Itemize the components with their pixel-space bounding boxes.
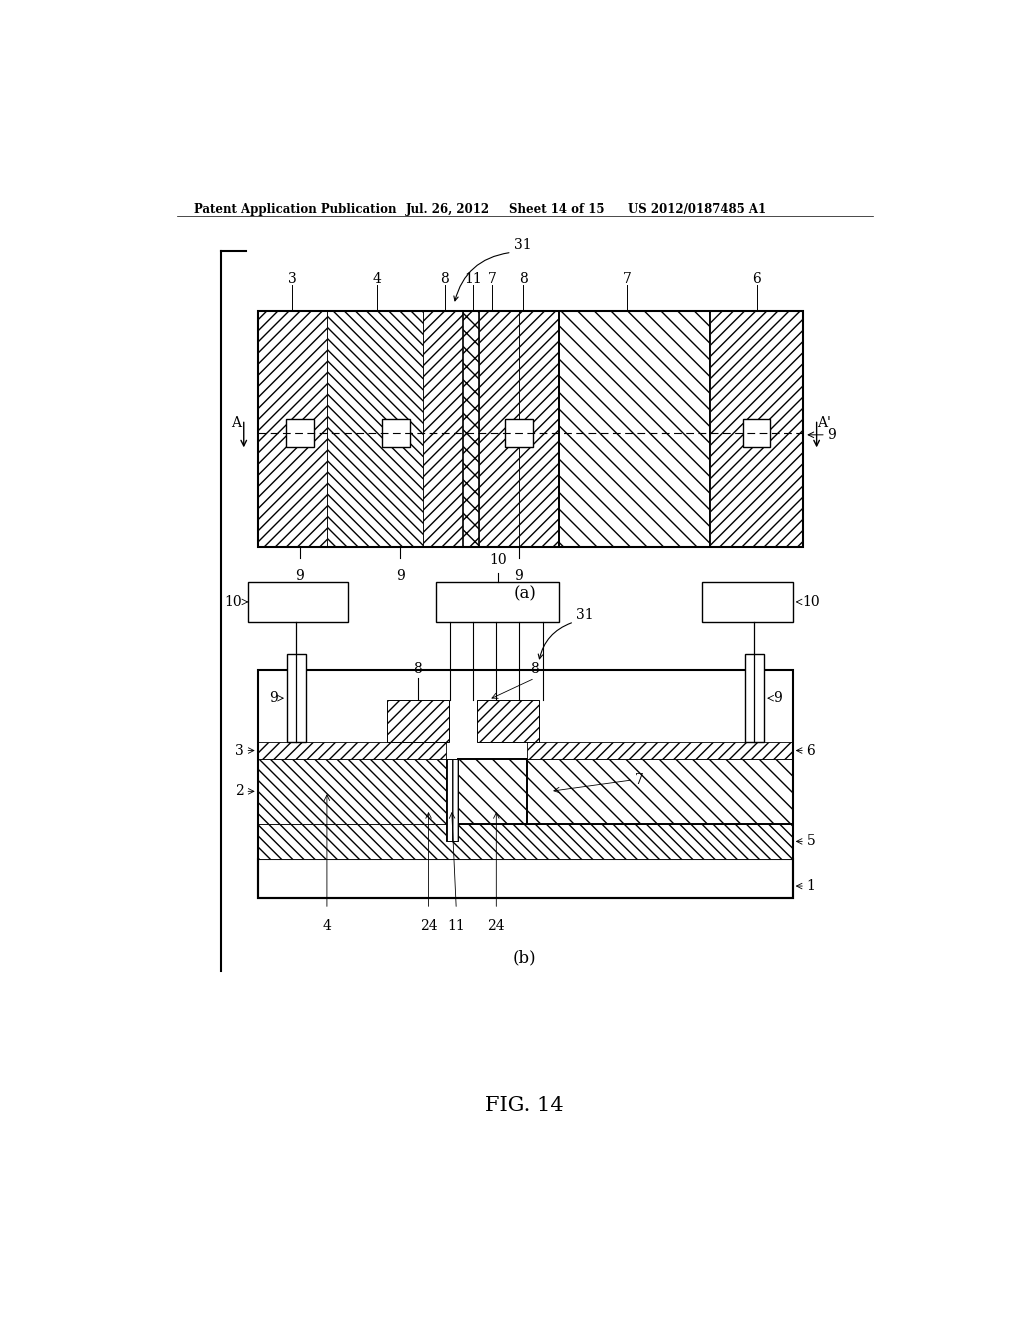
Text: 9: 9 (296, 569, 304, 583)
Text: 11: 11 (464, 272, 482, 285)
Text: 7: 7 (623, 272, 632, 285)
Bar (446, 759, 458, 841)
Text: 2: 2 (234, 784, 244, 799)
Text: Sheet 14 of 15: Sheet 14 of 15 (509, 203, 605, 216)
Bar (286, 420, 313, 447)
Text: A: A (231, 416, 241, 430)
Text: 6: 6 (753, 272, 761, 285)
Text: 31: 31 (577, 609, 594, 622)
Text: 8: 8 (414, 661, 422, 676)
Bar (559, 312, 711, 548)
Text: 5: 5 (807, 834, 815, 849)
Bar (258, 671, 793, 898)
Text: Patent Application Publication: Patent Application Publication (194, 203, 396, 216)
Bar (518, 312, 559, 548)
Text: 11: 11 (447, 919, 465, 933)
Bar (527, 759, 793, 825)
Text: 9: 9 (514, 569, 523, 583)
Text: 9: 9 (269, 692, 278, 705)
Text: 6: 6 (807, 743, 815, 758)
Bar (505, 420, 532, 447)
Text: 8: 8 (440, 272, 450, 285)
Text: US 2012/0187485 A1: US 2012/0187485 A1 (628, 203, 766, 216)
Text: 4: 4 (373, 272, 381, 285)
Text: 10: 10 (489, 553, 507, 566)
Bar (287, 653, 306, 742)
Bar (423, 312, 463, 548)
Bar (258, 759, 446, 825)
Bar (477, 700, 539, 742)
Text: A': A' (817, 416, 831, 430)
Text: 10: 10 (224, 595, 243, 609)
Text: 24: 24 (487, 919, 505, 933)
Text: 3: 3 (234, 743, 244, 758)
FancyArrowPatch shape (539, 623, 571, 659)
Text: 24: 24 (420, 919, 437, 933)
Text: 8: 8 (530, 661, 540, 676)
Text: 9: 9 (773, 692, 782, 705)
Text: FIG. 14: FIG. 14 (485, 1096, 564, 1115)
Bar (478, 312, 518, 548)
Text: 7: 7 (488, 272, 497, 285)
Text: (b): (b) (513, 949, 537, 966)
Bar (711, 312, 803, 548)
Text: 7: 7 (635, 772, 644, 787)
Text: 3: 3 (288, 272, 297, 285)
Bar (387, 700, 449, 742)
Text: 1: 1 (807, 879, 815, 894)
Bar (327, 312, 423, 548)
Bar (258, 825, 793, 859)
Text: 4: 4 (323, 919, 332, 933)
Text: Jul. 26, 2012: Jul. 26, 2012 (407, 203, 490, 216)
Text: 9: 9 (827, 428, 837, 442)
Bar (701, 582, 793, 622)
Bar (258, 312, 803, 548)
Text: 31: 31 (514, 239, 532, 252)
Text: 9: 9 (395, 569, 404, 583)
Bar (382, 420, 410, 447)
Text: 10: 10 (802, 595, 819, 609)
Bar (458, 759, 531, 825)
Bar (258, 312, 327, 548)
Text: (a): (a) (513, 585, 537, 602)
Bar (463, 312, 478, 548)
Bar (258, 859, 793, 898)
Bar (258, 742, 446, 759)
FancyArrowPatch shape (454, 252, 509, 301)
Bar (249, 582, 348, 622)
Bar (742, 420, 770, 447)
Bar (527, 742, 793, 759)
Bar (745, 653, 764, 742)
Bar (436, 582, 559, 622)
Text: 8: 8 (519, 272, 527, 285)
